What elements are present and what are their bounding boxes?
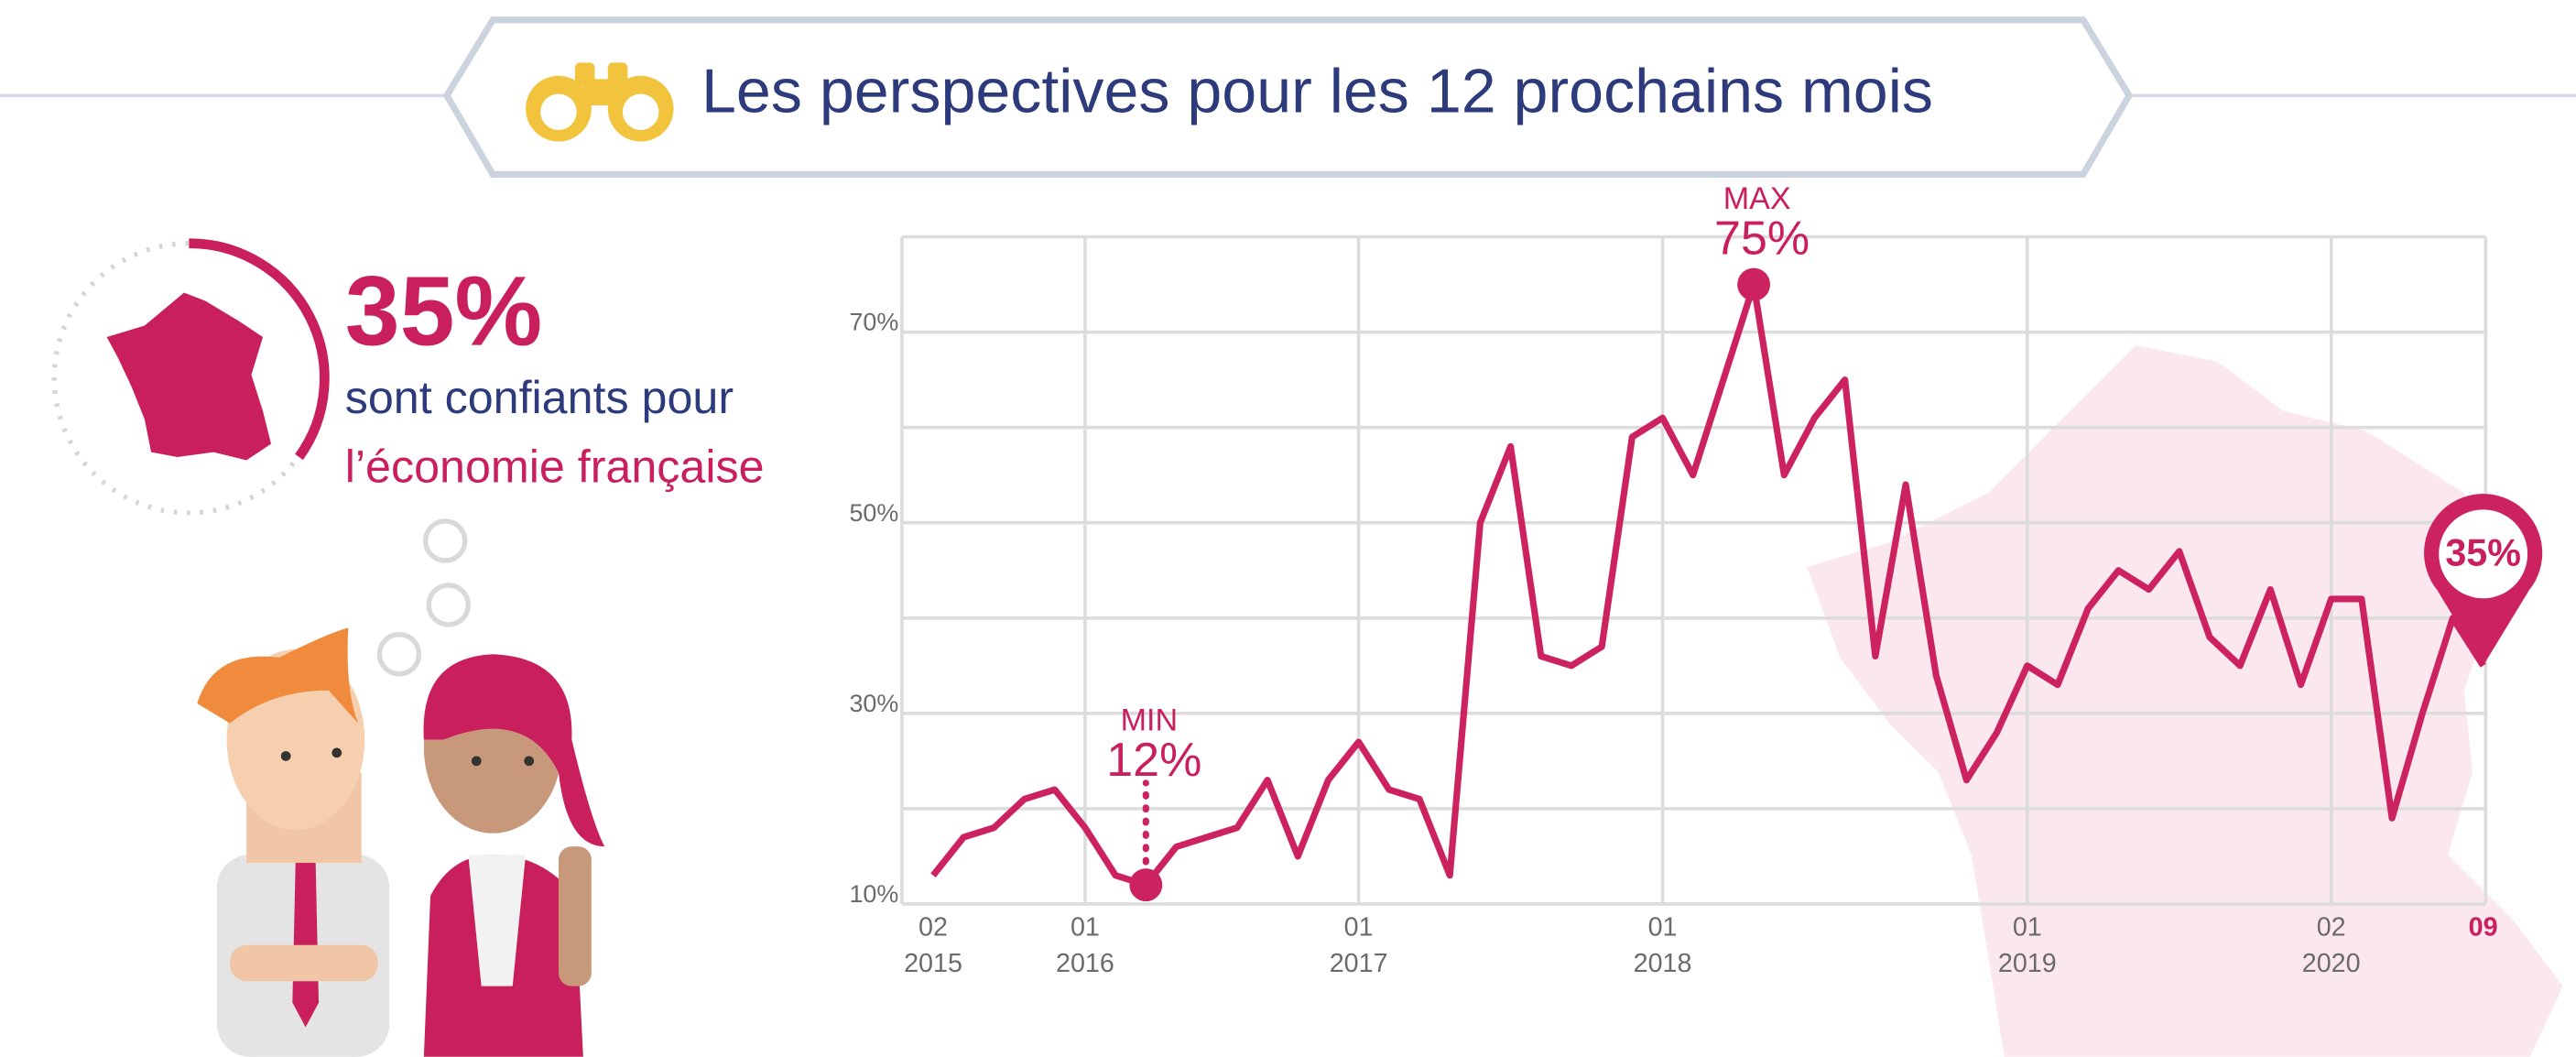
y-tick-label: 10%: [849, 880, 898, 908]
x-tick-year: 2015: [904, 949, 962, 978]
x-tick-label: 09: [2469, 912, 2498, 942]
chart: 10% 30% 50% 70% 02 2015 01 2016 01 2017 01 2018 01 20…: [849, 181, 2543, 978]
x-tick-label: 01: [1071, 912, 1100, 942]
x-tick-label: 02: [918, 912, 948, 942]
pin-inner: [2439, 509, 2528, 599]
pin-label: 35%: [2445, 532, 2521, 574]
x-tick-label: 01: [1648, 912, 1678, 942]
x-tick-year: 2018: [1634, 949, 1692, 978]
binoculars-icon: [526, 62, 674, 142]
highlight-value: 35%: [345, 256, 542, 366]
france-icon: [106, 292, 272, 461]
point-marker: [1129, 868, 1163, 902]
y-tick-label: 50%: [849, 499, 898, 527]
highlight-line1: sont confiants pour: [345, 372, 734, 423]
x-tick-year: 2016: [1056, 949, 1114, 978]
highlight-line2: l’économie française: [345, 441, 765, 493]
woman-illustration: [423, 654, 605, 1057]
x-tick-label: 01: [2013, 912, 2042, 942]
x-tick-label: 01: [1344, 912, 1374, 942]
point-tag: MIN: [1121, 703, 1178, 738]
header-title: Les perspectives pour les 12 prochains m…: [701, 56, 1933, 125]
point-marker: [1737, 267, 1771, 301]
x-tick-label: 02: [2317, 912, 2346, 942]
data-line: [930, 281, 2486, 888]
thought-bubbles: [376, 518, 471, 677]
y-tick-label: 30%: [849, 690, 898, 717]
point-value-label: 75%: [1714, 212, 1810, 266]
man-illustration: [197, 627, 390, 1057]
header-banner: [442, 16, 2134, 178]
gauge-arc: [189, 238, 330, 461]
background-map: [1807, 344, 2563, 1057]
y-tick-label: 70%: [849, 309, 898, 336]
x-tick-year: 2019: [1998, 949, 2057, 978]
point-value-label: 12%: [1106, 734, 1201, 787]
point-tag: MAX: [1723, 181, 1791, 216]
x-tick-year: 2020: [2302, 949, 2361, 978]
x-tick-year: 2017: [1330, 949, 1388, 978]
